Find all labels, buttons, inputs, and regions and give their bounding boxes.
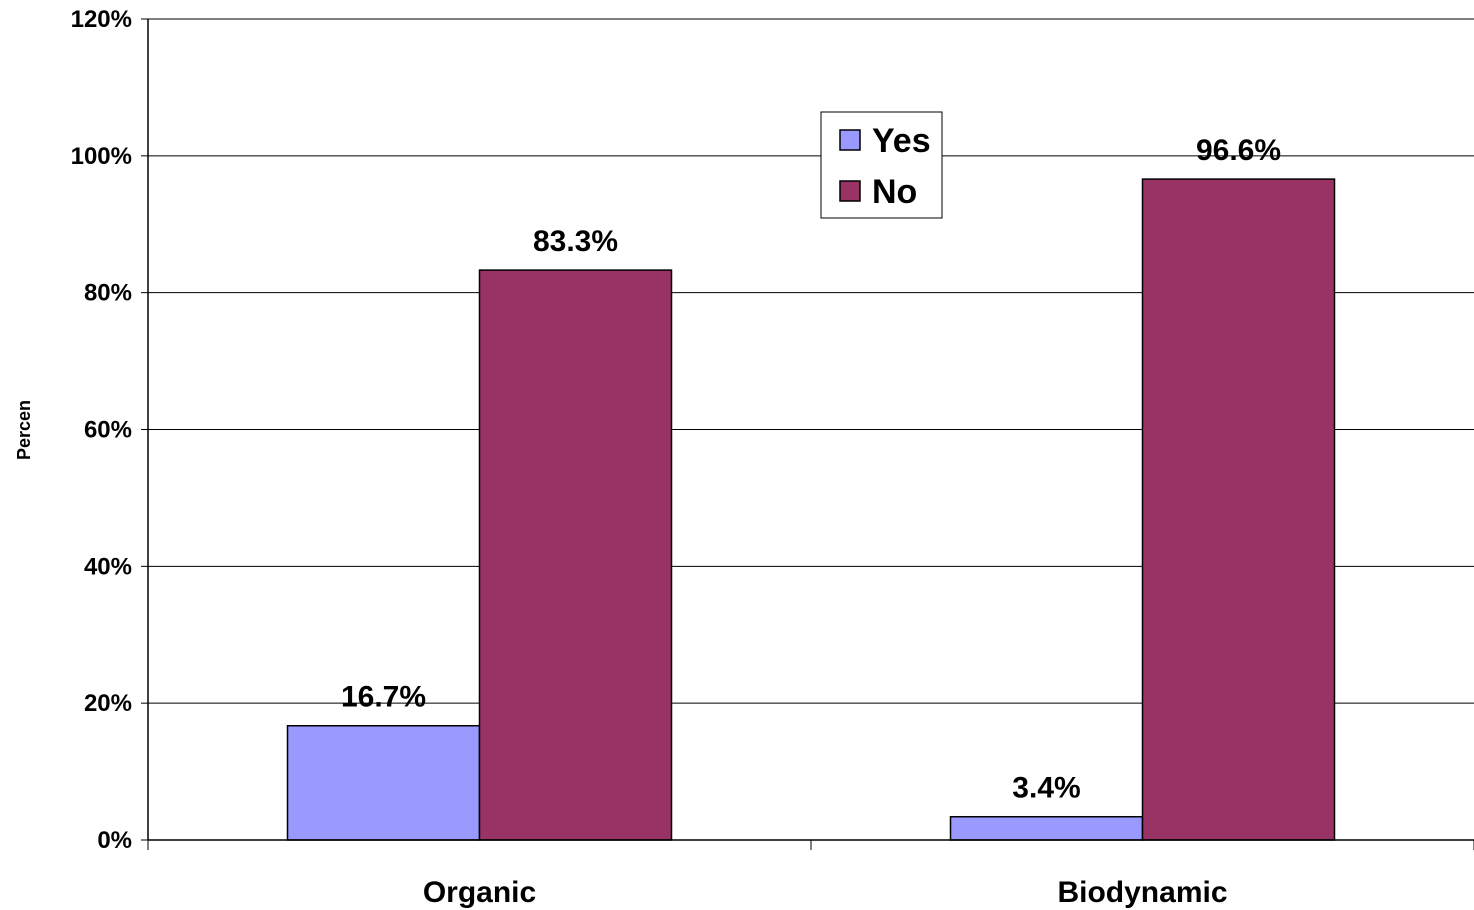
legend: Yes No <box>820 111 943 219</box>
bar-no-biodynamic <box>1141 178 1336 841</box>
y-tick-label: 80% <box>84 280 132 307</box>
bar-no-organic <box>478 269 673 841</box>
data-label: 96.6% <box>1196 134 1281 167</box>
bar-yes-organic <box>286 724 481 841</box>
legend-label-no: No <box>872 173 917 211</box>
y-tick-label: 100% <box>71 143 132 170</box>
legend-swatch-no <box>839 180 861 202</box>
data-label: 83.3% <box>533 225 618 258</box>
legend-label-yes: Yes <box>872 122 931 160</box>
data-label: 3.4% <box>1012 772 1080 805</box>
data-label: 16.7% <box>341 681 426 714</box>
y-tick-label: 20% <box>84 690 132 717</box>
x-category-label: Organic <box>423 876 536 909</box>
data-labels: 16.7% 83.3% 3.4% 96.6% <box>341 134 1281 805</box>
x-category-label: Biodynamic <box>1057 876 1227 909</box>
bars <box>286 178 1336 841</box>
y-axis-ticks: 0% 20% 40% 60% 80% 100% 120% <box>71 6 148 854</box>
y-tick-label: 40% <box>84 553 132 580</box>
y-tick-label: 60% <box>84 417 132 444</box>
legend-swatch-yes <box>839 129 861 151</box>
x-axis-categories: Organic Biodynamic <box>423 876 1228 909</box>
y-axis-title: Percen <box>14 400 34 460</box>
axes <box>147 19 1474 850</box>
bar-yes-biodynamic <box>949 815 1144 841</box>
y-tick-label: 120% <box>71 6 132 33</box>
y-tick-label: 0% <box>97 827 132 854</box>
